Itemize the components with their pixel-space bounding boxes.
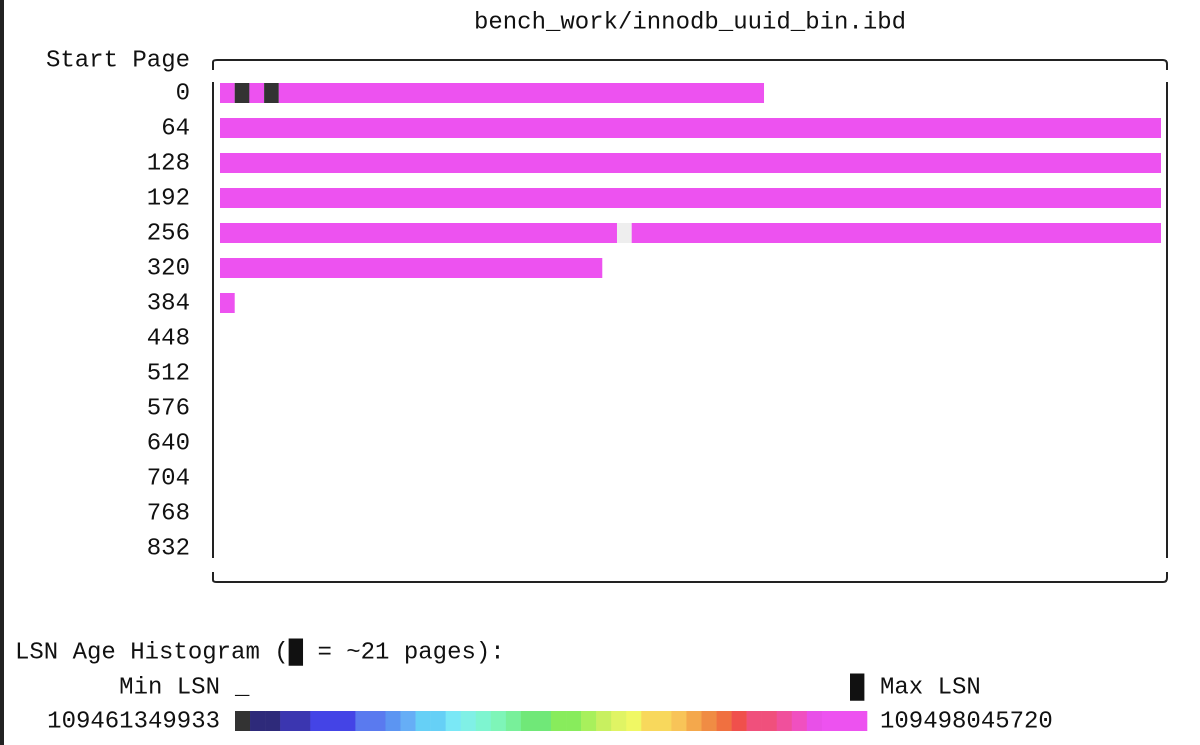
age-swatch xyxy=(385,711,401,731)
min-marker: _ xyxy=(234,674,250,701)
age-swatch xyxy=(611,711,627,731)
age-swatch xyxy=(295,711,311,731)
max-marker: █ xyxy=(850,673,865,701)
age-swatch xyxy=(701,711,717,731)
map-frame xyxy=(212,59,1168,583)
age-swatch xyxy=(746,711,762,731)
row-label: 576 xyxy=(147,395,190,422)
age-swatch xyxy=(596,711,612,731)
age-swatch xyxy=(776,711,793,731)
histogram-heading: LSN Age Histogram (█ = ~21 pages): xyxy=(15,638,505,666)
age-swatch xyxy=(821,711,838,731)
row-label: 0 xyxy=(176,80,190,107)
age-swatch xyxy=(520,711,537,731)
row-label: 64 xyxy=(161,115,190,142)
age-swatch xyxy=(731,711,747,731)
age-swatch xyxy=(716,711,732,731)
age-swatch xyxy=(475,711,492,731)
page-block xyxy=(220,258,603,278)
age-swatch xyxy=(415,711,431,731)
page-block xyxy=(220,293,235,313)
age-swatch xyxy=(445,711,462,731)
page-block xyxy=(234,83,250,103)
file-title: bench_work/innodb_uuid_bin.ibd xyxy=(474,9,906,36)
window-edge xyxy=(0,0,4,745)
page-block xyxy=(264,83,279,103)
age-swatch xyxy=(641,711,657,731)
page-block xyxy=(220,83,235,103)
row-label: 448 xyxy=(147,325,190,352)
page-block xyxy=(220,118,1161,138)
age-swatch xyxy=(340,711,356,731)
age-swatch xyxy=(686,711,702,731)
age-swatch xyxy=(551,711,567,731)
age-swatch xyxy=(656,711,672,731)
row-label: 704 xyxy=(147,465,190,492)
row-label: 128 xyxy=(147,150,190,177)
age-swatch xyxy=(430,711,446,731)
page-block xyxy=(616,223,632,243)
age-swatch xyxy=(400,711,416,731)
age-swatch xyxy=(566,711,582,731)
max-label: Max LSN xyxy=(880,674,981,701)
row-label: 192 xyxy=(147,185,190,212)
age-swatch xyxy=(626,711,642,731)
min-label: Min LSN xyxy=(119,674,220,701)
page-block xyxy=(631,223,1161,243)
age-swatch xyxy=(370,711,386,731)
page-block xyxy=(249,83,265,103)
age-swatch xyxy=(836,711,853,731)
age-swatch xyxy=(581,711,597,731)
age-swatch xyxy=(325,711,341,731)
page-block xyxy=(278,83,765,103)
age-swatch xyxy=(490,711,507,731)
age-swatch xyxy=(671,711,687,731)
age-swatch xyxy=(265,711,281,731)
row-label: 832 xyxy=(147,535,190,562)
row-label: 640 xyxy=(147,430,190,457)
age-swatch xyxy=(280,711,296,731)
age-swatch xyxy=(761,711,778,731)
age-swatch xyxy=(505,711,522,731)
age-swatch xyxy=(355,711,371,731)
age-swatch xyxy=(851,711,868,731)
axis-label: Start Page xyxy=(46,47,190,74)
row-label: 256 xyxy=(147,220,190,247)
age-swatch xyxy=(250,711,266,731)
row-label: 384 xyxy=(147,290,190,317)
page-block xyxy=(220,188,1161,208)
age-swatch xyxy=(310,711,326,731)
age-swatch xyxy=(460,711,477,731)
row-label: 512 xyxy=(147,360,190,387)
page-block xyxy=(220,153,1161,173)
min-lsn: 109461349933 xyxy=(47,708,220,735)
max-lsn: 109498045720 xyxy=(880,708,1053,735)
age-swatch xyxy=(535,711,552,731)
row-label: 320 xyxy=(147,255,190,282)
age-swatch xyxy=(235,711,251,731)
age-swatch xyxy=(791,711,808,731)
row-label: 768 xyxy=(147,500,190,527)
age-swatch xyxy=(806,711,823,731)
page-block xyxy=(220,223,617,243)
